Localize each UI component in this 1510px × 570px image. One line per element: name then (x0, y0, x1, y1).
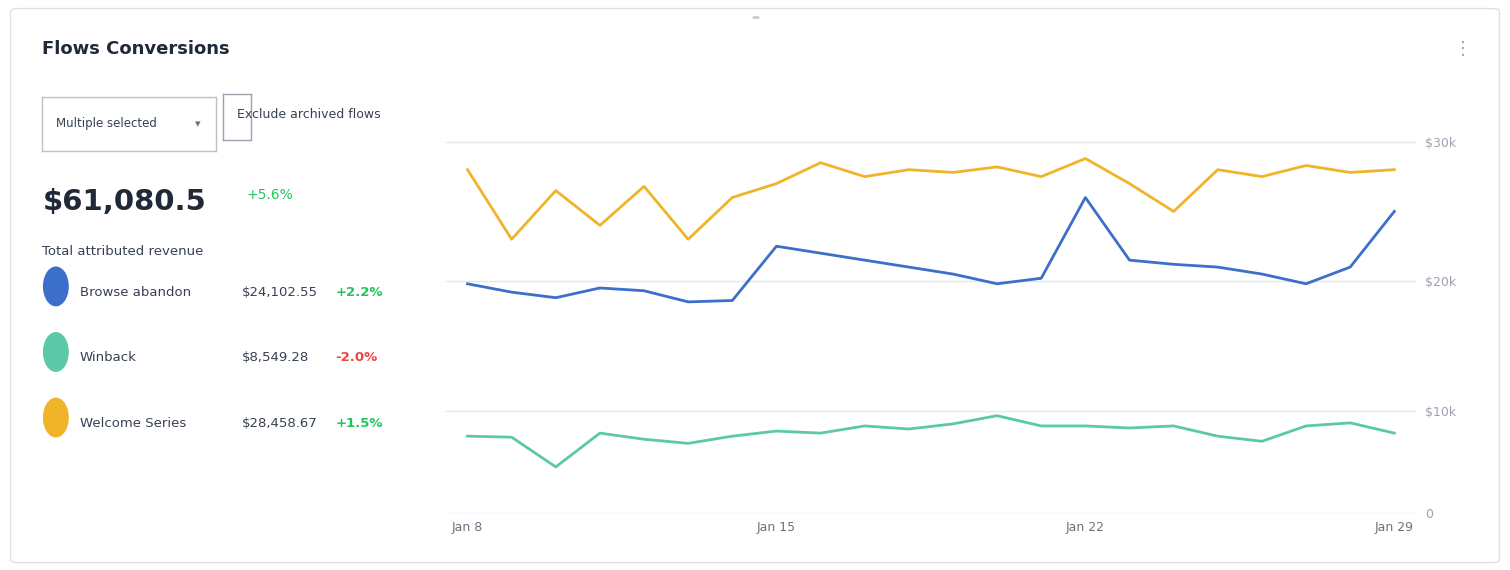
Text: $24,102.55: $24,102.55 (242, 286, 317, 299)
Text: $61,080.5: $61,080.5 (42, 188, 205, 216)
Text: ▬: ▬ (750, 13, 760, 22)
Text: +2.2%: +2.2% (335, 286, 382, 299)
Text: Winback: Winback (80, 351, 137, 364)
Text: ⋮: ⋮ (1454, 40, 1472, 58)
Text: ▾: ▾ (195, 119, 201, 129)
Circle shape (44, 267, 68, 306)
Text: Welcome Series: Welcome Series (80, 417, 186, 430)
Text: Total attributed revenue: Total attributed revenue (42, 245, 204, 258)
Text: Browse abandon: Browse abandon (80, 286, 192, 299)
Circle shape (44, 398, 68, 437)
Text: +5.6%: +5.6% (246, 188, 293, 202)
Text: Flows Conversions: Flows Conversions (42, 40, 230, 58)
Circle shape (44, 333, 68, 371)
Text: Exclude archived flows: Exclude archived flows (237, 108, 381, 120)
Text: $28,458.67: $28,458.67 (242, 417, 317, 430)
Text: +1.5%: +1.5% (335, 417, 382, 430)
Text: $8,549.28: $8,549.28 (242, 351, 310, 364)
Text: -2.0%: -2.0% (335, 351, 378, 364)
Text: Multiple selected: Multiple selected (56, 117, 157, 131)
